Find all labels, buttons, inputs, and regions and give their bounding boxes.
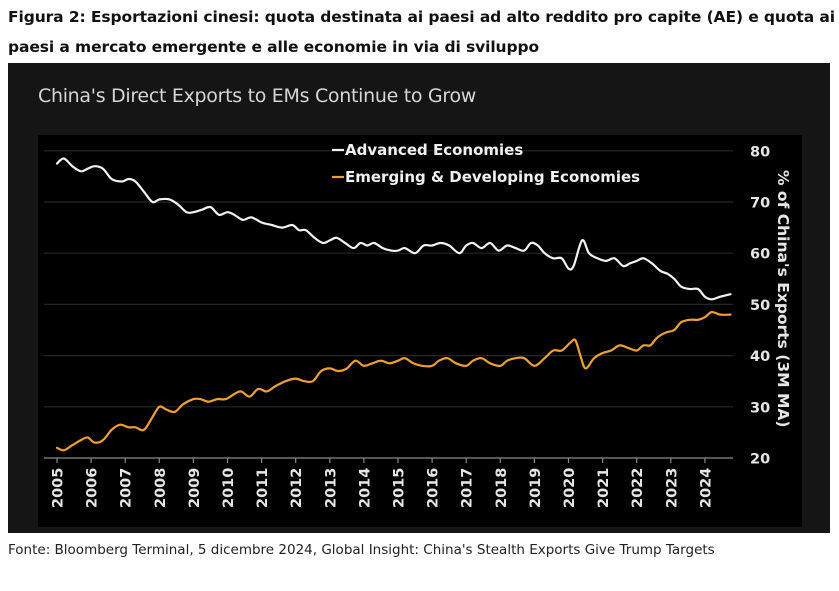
x-tick-label-2006: 2006 <box>85 468 101 508</box>
y-axis: 20 30 40 50 60 70 80 <box>750 144 770 467</box>
x-tick-label-2023: 2023 <box>664 468 680 508</box>
y-tick-label-40: 40 <box>750 349 770 365</box>
series-group <box>55 157 732 452</box>
y-tick-label-20: 20 <box>750 452 770 468</box>
x-tick-label-2018: 2018 <box>494 468 510 508</box>
series-line-emerging-developing-economies <box>55 310 732 452</box>
x-tick-label-2017: 2017 <box>460 468 476 508</box>
x-tick-label-2005: 2005 <box>51 468 67 508</box>
y-tick-label-60: 60 <box>750 247 770 263</box>
x-tick-label-2022: 2022 <box>630 468 646 508</box>
x-tick-label-2008: 2008 <box>153 468 169 508</box>
x-tick-label-2014: 2014 <box>357 468 373 508</box>
x-tick-label-2020: 2020 <box>562 468 578 508</box>
legend-label-1: Emerging & Developing Economies <box>345 168 640 186</box>
x-tick-label-2019: 2019 <box>528 468 544 508</box>
gridlines <box>44 150 733 408</box>
chart-frame: China's Direct Exports to EMs Continue t… <box>8 63 830 533</box>
chart-title: China's Direct Exports to EMs Continue t… <box>38 85 477 107</box>
x-tick-label-2011: 2011 <box>255 468 271 508</box>
line-chart: 2005 2006 2007 2008 2009 2010 2011 2012 2013 2014… <box>44 141 792 508</box>
series-line-advanced-economies <box>55 157 732 301</box>
x-tick-label-2024: 2024 <box>698 468 714 508</box>
y-tick-label-70: 70 <box>750 196 770 212</box>
x-tick-label-2015: 2015 <box>392 468 408 508</box>
source-note: Fonte: Bloomberg Terminal, 5 dicembre 20… <box>8 542 715 558</box>
legend-label-0: Advanced Economies <box>345 141 523 159</box>
x-tick-label-2010: 2010 <box>221 468 237 508</box>
x-tick-label-2009: 2009 <box>187 468 203 508</box>
x-axis: 2005 2006 2007 2008 2009 2010 2011 2012 2013 2014… <box>44 457 733 508</box>
y-tick-label-50: 50 <box>750 298 770 314</box>
legend: Advanced Economies Emerging & Developing … <box>332 141 640 186</box>
y-tick-label-30: 30 <box>750 400 770 416</box>
x-tick-label-2013: 2013 <box>323 468 339 508</box>
x-tick-label-2021: 2021 <box>596 468 612 508</box>
x-tick-label-2012: 2012 <box>289 468 305 508</box>
y-axis-label: % of China's Exports (3M MA) <box>774 170 792 428</box>
figure-caption: Figura 2: Esportazioni cinesi: quota des… <box>8 8 835 56</box>
x-tick-label-2007: 2007 <box>119 468 135 508</box>
y-tick-label-80: 80 <box>750 144 770 160</box>
x-tick-label-2016: 2016 <box>426 468 442 508</box>
